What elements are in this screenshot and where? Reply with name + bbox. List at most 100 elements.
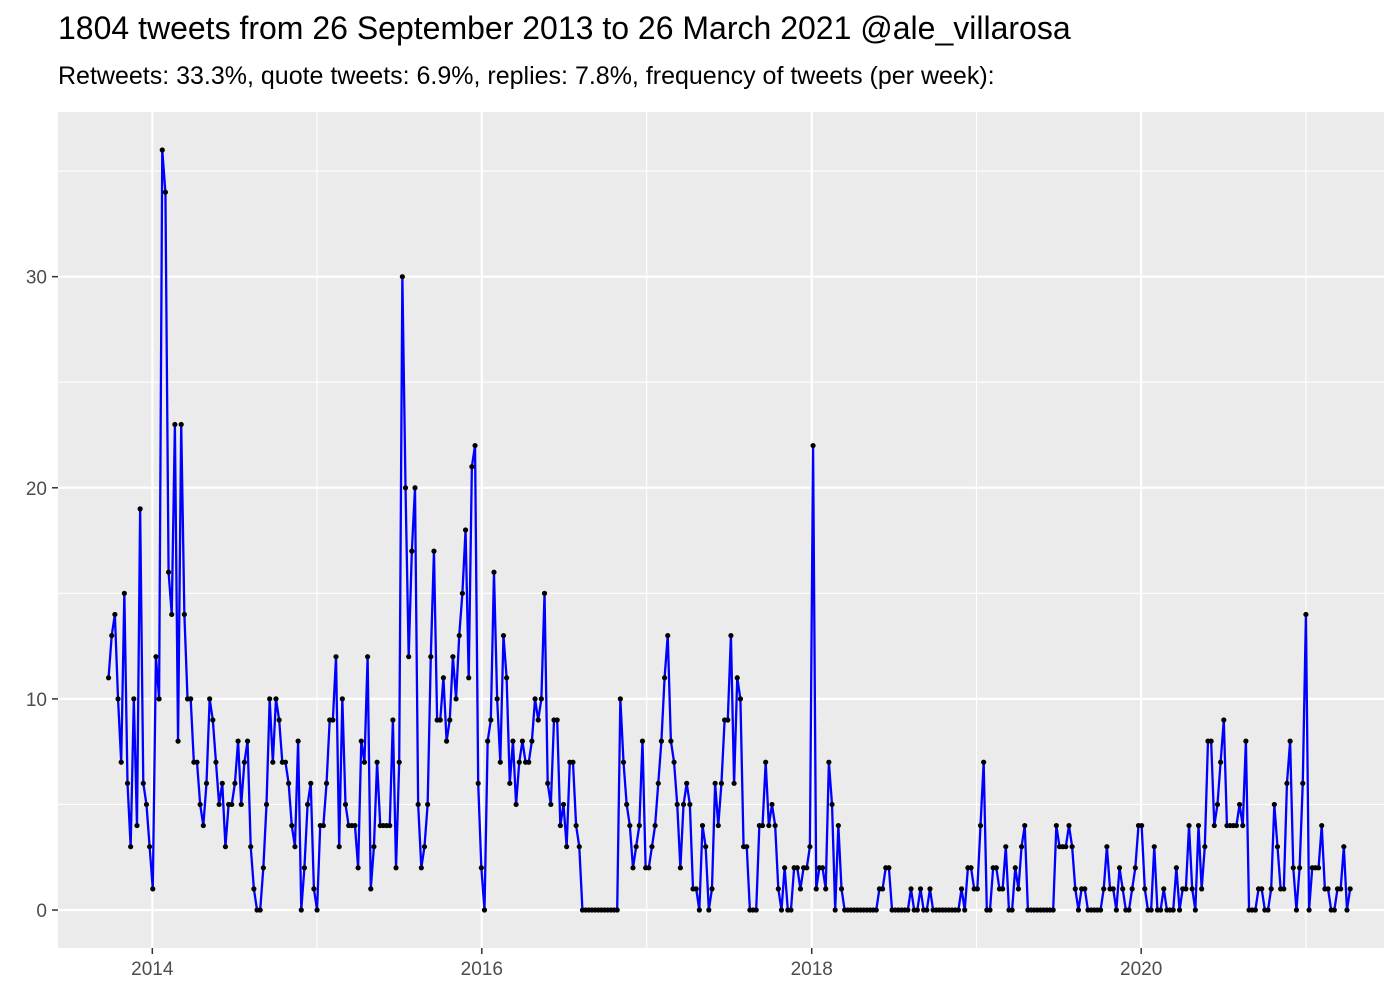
- data-point: [832, 907, 838, 913]
- data-point: [165, 569, 172, 575]
- data-point: [399, 274, 405, 280]
- data-point: [532, 696, 538, 702]
- data-point: [766, 822, 772, 829]
- data-point: [624, 801, 630, 808]
- data-point: [421, 844, 428, 850]
- data-point: [485, 738, 491, 744]
- data-point: [308, 780, 314, 786]
- data-point: [516, 759, 522, 765]
- data-point: [336, 844, 342, 850]
- data-point: [1214, 801, 1221, 808]
- data-point: [652, 822, 658, 829]
- data-point: [203, 780, 210, 786]
- data-point: [1066, 822, 1072, 829]
- data-point: [1050, 907, 1056, 913]
- x-tick-label: 2018: [791, 959, 833, 980]
- data-point: [529, 738, 535, 744]
- data-point: [1110, 886, 1116, 892]
- data-point: [1072, 886, 1078, 892]
- data-point: [1022, 822, 1028, 829]
- data-point: [649, 844, 655, 850]
- data-point: [545, 780, 551, 786]
- data-point: [873, 907, 879, 913]
- data-point: [538, 696, 544, 702]
- data-point: [677, 865, 683, 871]
- data-point: [507, 780, 513, 786]
- data-point: [1274, 844, 1281, 850]
- data-point: [172, 421, 178, 428]
- series-group: [105, 147, 1353, 913]
- data-point: [207, 696, 213, 702]
- data-point: [1069, 844, 1075, 850]
- data-point: [1189, 886, 1195, 892]
- data-point: [725, 717, 731, 723]
- data-point: [481, 907, 488, 913]
- data-point: [630, 865, 636, 871]
- data-point: [406, 654, 412, 660]
- data-point: [393, 865, 399, 871]
- data-point: [1315, 865, 1322, 871]
- y-tick-label: 20: [26, 479, 47, 500]
- data-point: [646, 865, 652, 871]
- data-point: [668, 738, 674, 744]
- data-point: [1101, 886, 1107, 892]
- data-point: [703, 844, 709, 850]
- data-point: [699, 822, 706, 829]
- y-tick-label: 10: [26, 690, 47, 711]
- data-point: [1120, 886, 1126, 892]
- data-point: [1015, 886, 1022, 892]
- data-point: [728, 632, 734, 639]
- data-point: [510, 738, 516, 744]
- data-point: [504, 675, 510, 681]
- data-point: [1284, 780, 1290, 786]
- data-point: [263, 801, 270, 808]
- data-point: [1281, 886, 1287, 892]
- data-point: [1290, 865, 1296, 871]
- data-point: [557, 822, 563, 829]
- data-point: [109, 632, 115, 639]
- data-point: [1218, 759, 1224, 765]
- data-point: [222, 844, 229, 850]
- data-point: [1075, 907, 1082, 913]
- data-point: [251, 886, 257, 892]
- data-point: [1195, 822, 1202, 829]
- data-point: [1202, 844, 1208, 850]
- data-point: [244, 738, 251, 744]
- data-point: [371, 844, 377, 850]
- data-point: [718, 780, 725, 786]
- data-point: [620, 759, 627, 765]
- data-point: [333, 654, 339, 660]
- data-point: [412, 485, 418, 491]
- data-point: [292, 844, 298, 850]
- data-point: [737, 696, 744, 702]
- data-point: [955, 907, 962, 913]
- data-point: [835, 822, 841, 829]
- data-point: [1063, 844, 1069, 850]
- data-point: [1236, 801, 1243, 808]
- data-point: [153, 654, 159, 660]
- data-point: [396, 759, 402, 765]
- data-point: [1126, 907, 1132, 913]
- data-point: [914, 907, 920, 913]
- data-point: [162, 189, 169, 195]
- data-point: [1192, 907, 1198, 913]
- data-point: [241, 759, 247, 765]
- data-point: [415, 801, 421, 808]
- data-point: [235, 738, 241, 744]
- data-point: [1157, 907, 1164, 913]
- data-point: [775, 886, 781, 892]
- data-point: [1170, 907, 1176, 913]
- data-point: [1116, 865, 1123, 871]
- data-point: [1344, 907, 1350, 913]
- data-point: [118, 759, 124, 765]
- data-point: [115, 696, 121, 702]
- data-point: [908, 886, 914, 892]
- data-point: [819, 865, 826, 871]
- data-point: [513, 801, 519, 808]
- data-point: [1113, 907, 1119, 913]
- data-point: [905, 907, 911, 913]
- data-point: [428, 654, 434, 660]
- data-point: [431, 548, 437, 554]
- data-point: [924, 907, 930, 913]
- data-point: [491, 569, 497, 575]
